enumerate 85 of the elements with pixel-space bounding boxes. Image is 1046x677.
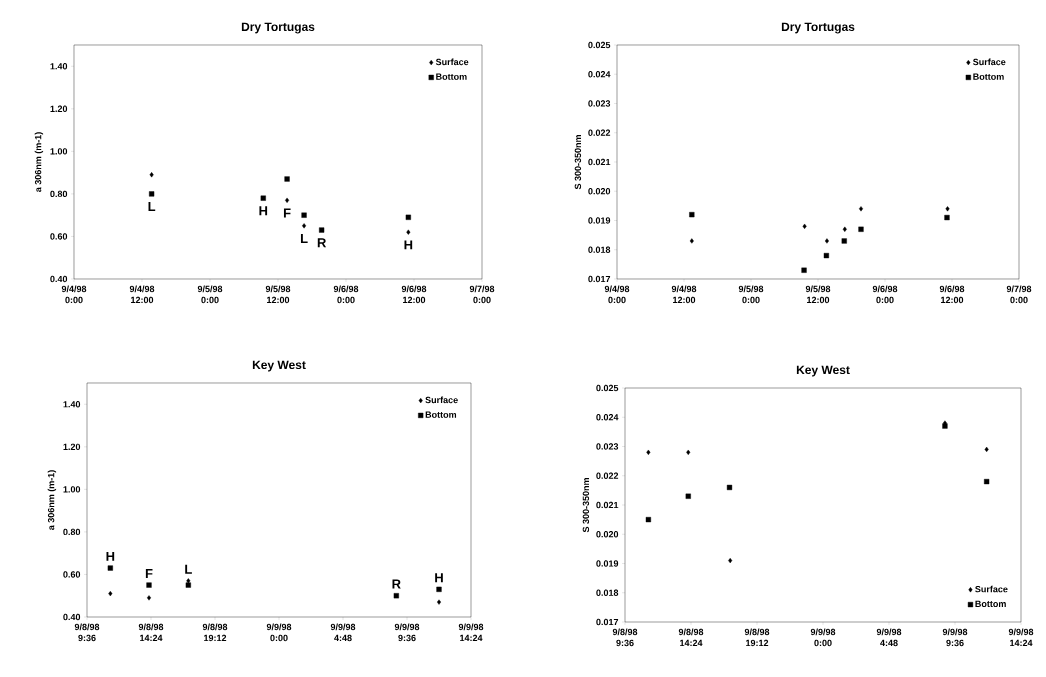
- x-tick-label: 9/8/98 19:12: [744, 628, 770, 647]
- y-tick-label: 0.019: [588, 217, 611, 224]
- y-tick-label: 1.20: [63, 443, 81, 451]
- x-tick-label: 9/8/98 14:24: [678, 628, 704, 647]
- annotation: R: [317, 238, 327, 248]
- x-tick-label: 9/6/98 12:00: [401, 285, 427, 304]
- x-tick-label: 9/9/98 4:48: [876, 628, 902, 647]
- y-tick-label: 0.60: [63, 571, 81, 578]
- y-tick-label: 0.40: [50, 275, 68, 283]
- x-tick-label: 9/9/98 0:00: [266, 623, 292, 642]
- y-tick-label: 0.018: [588, 246, 611, 253]
- y-tick-label: 1.00: [63, 486, 81, 493]
- legend-label: Bottom: [975, 600, 1006, 608]
- x-tick-label: 9/6/98 12:00: [939, 285, 965, 304]
- y-tick-label: 0.80: [63, 528, 81, 536]
- x-tick-label: 9/7/98 0:00: [1006, 285, 1032, 304]
- y-tick-label: 0.023: [588, 100, 611, 107]
- y-tick-label: 0.022: [588, 129, 611, 136]
- y-tick-label: 0.019: [596, 560, 619, 567]
- annotation: F: [283, 208, 291, 218]
- x-tick-label: 9/9/98 9:36: [942, 628, 968, 647]
- x-tick-label: 9/9/98 14:24: [1008, 628, 1034, 647]
- x-tick-label: 9/9/98 4:48: [330, 623, 356, 642]
- x-tick-label: 9/6/98 0:00: [333, 285, 359, 304]
- y-tick-label: 0.018: [596, 589, 619, 596]
- y-tick-label: 0.60: [50, 233, 68, 240]
- x-tick-label: 9/7/98 0:00: [469, 285, 495, 304]
- legend-label: Bottom: [436, 73, 467, 80]
- annotation: H: [404, 240, 413, 250]
- chart-title: Dry Tortugas: [241, 22, 315, 34]
- annotation: L: [300, 234, 308, 243]
- annotation: H: [259, 206, 268, 216]
- y-tick-label: 0.40: [63, 613, 81, 621]
- legend-label: Bottom: [425, 411, 457, 418]
- x-tick-label: 9/5/98 12:00: [265, 285, 291, 304]
- y-tick-label: 0.017: [596, 618, 619, 626]
- x-tick-label: 9/5/98 0:00: [197, 285, 223, 304]
- y-axis-title: a 306nm (m-1): [47, 470, 57, 530]
- y-tick-label: 0.020: [596, 531, 619, 538]
- x-tick-label: 9/6/98 0:00: [872, 285, 898, 304]
- annotation: H: [106, 551, 115, 561]
- annotation: L: [185, 564, 192, 574]
- x-tick-label: 9/8/98 14:24: [138, 623, 164, 642]
- x-tick-label: 9/5/98 12:00: [805, 285, 831, 304]
- y-tick-label: 0.017: [588, 275, 611, 283]
- x-tick-label: 9/4/98 0:00: [61, 285, 87, 304]
- x-tick-label: 9/8/98 9:36: [612, 628, 638, 647]
- x-tick-label: 9/8/98 9:36: [74, 623, 100, 642]
- x-tick-label: 9/4/98 12:00: [671, 285, 697, 304]
- x-tick-label: 9/9/98 14:24: [458, 623, 484, 642]
- y-axis-title: S 300-350nm: [582, 478, 590, 533]
- annotation: F: [145, 568, 153, 578]
- y-tick-label: 0.80: [50, 190, 68, 198]
- chart-title: Key West: [796, 365, 850, 377]
- y-tick-label: 1.00: [50, 148, 68, 155]
- y-tick-label: 0.020: [588, 188, 611, 195]
- chart-title: Key West: [252, 360, 306, 372]
- y-tick-label: 0.024: [596, 414, 619, 421]
- y-tick-label: 0.025: [596, 384, 619, 392]
- x-tick-label: 9/9/98 0:00: [810, 628, 836, 647]
- annotation: R: [392, 579, 401, 589]
- x-tick-label: 9/5/98 0:00: [738, 285, 764, 304]
- y-tick-label: 0.025: [588, 41, 611, 49]
- x-tick-label: 9/4/98 0:00: [604, 285, 630, 304]
- legend-label: Surface: [973, 58, 1006, 66]
- y-tick-label: 0.024: [588, 71, 611, 78]
- legend-label: Bottom: [973, 73, 1004, 80]
- legend-label: Surface: [435, 58, 469, 66]
- y-axis-title: a 306nm (m-1): [34, 132, 44, 192]
- y-tick-label: 1.20: [50, 105, 68, 112]
- y-tick-label: 1.40: [63, 401, 81, 408]
- x-tick-label: 9/8/98 19:12: [202, 623, 228, 642]
- y-tick-label: 0.022: [596, 472, 619, 479]
- annotation: H: [435, 573, 443, 583]
- y-axis-title: S 300-350nm: [574, 135, 582, 190]
- y-tick-label: 1.40: [50, 63, 68, 70]
- legend-label: Surface: [425, 396, 458, 404]
- y-tick-label: 0.023: [596, 443, 619, 450]
- x-tick-label: 9/4/98 12:00: [129, 285, 155, 304]
- legend-label: Surface: [975, 585, 1008, 593]
- annotation: L: [148, 202, 156, 212]
- x-tick-label: 9/9/98 9:36: [394, 623, 420, 642]
- chart-title: Dry Tortugas: [781, 22, 855, 34]
- y-tick-label: 0.021: [596, 501, 619, 509]
- y-tick-label: 0.021: [588, 158, 611, 166]
